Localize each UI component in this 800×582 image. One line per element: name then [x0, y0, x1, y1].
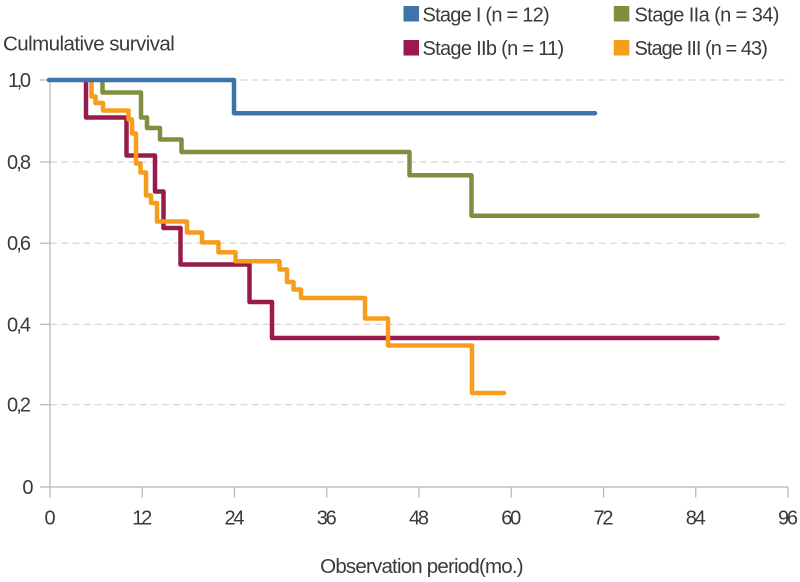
svg-text:24: 24 [225, 508, 245, 530]
svg-text:Stage III (n = 43): Stage III (n = 43) [635, 38, 768, 60]
svg-text:0,8: 0,8 [7, 152, 31, 174]
svg-text:36: 36 [317, 508, 337, 530]
svg-text:48: 48 [409, 508, 429, 530]
svg-text:Stage I (n = 12): Stage I (n = 12) [423, 5, 550, 27]
svg-text:Observation period(mo.): Observation period(mo.) [320, 555, 523, 578]
svg-text:0,6: 0,6 [7, 233, 31, 255]
svg-text:96: 96 [778, 508, 798, 530]
svg-text:Culmulative survival: Culmulative survival [3, 33, 174, 56]
svg-text:60: 60 [501, 508, 521, 530]
svg-text:0: 0 [22, 477, 33, 499]
svg-text:Stage IIa (n = 34): Stage IIa (n = 34) [635, 5, 779, 27]
svg-text:12: 12 [132, 508, 152, 530]
svg-text:Stage IIb (n = 11): Stage IIb (n = 11) [423, 38, 564, 60]
svg-text:0: 0 [44, 508, 55, 530]
svg-text:84: 84 [686, 508, 706, 530]
svg-text:1,0: 1,0 [8, 70, 31, 92]
svg-text:72: 72 [594, 508, 614, 530]
svg-text:0,4: 0,4 [7, 315, 31, 337]
svg-text:0,2: 0,2 [7, 395, 31, 417]
